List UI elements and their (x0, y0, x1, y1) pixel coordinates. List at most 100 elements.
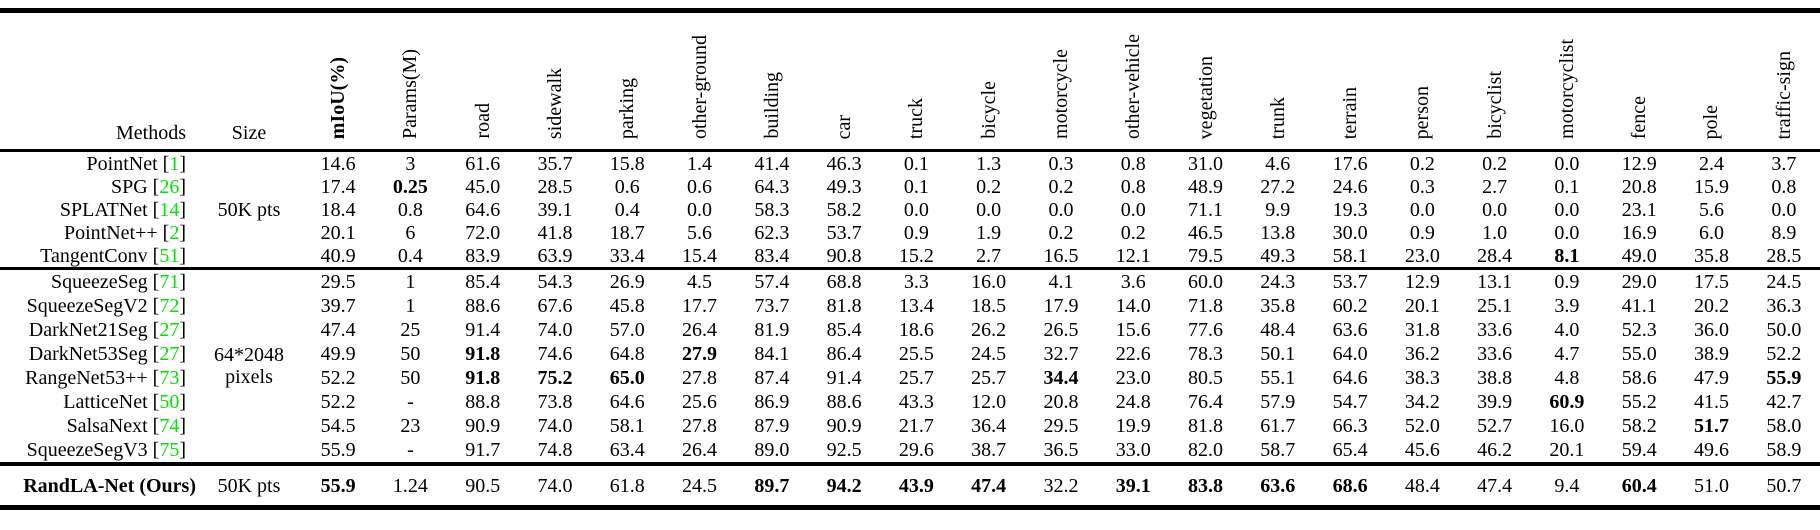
value-cell-truck: 15.2 (898, 244, 934, 267)
value-cell-other-vehicle: 3.6 (1120, 271, 1146, 293)
value-cell-truck: 13.4 (898, 295, 934, 317)
value-cell-other-vehicle: 22.6 (1115, 343, 1151, 365)
method-name: SqueezeSegV3 (26, 439, 148, 461)
rotated-header-label: pole (1700, 104, 1723, 139)
value-cell-terrain: 60.2 (1332, 295, 1368, 317)
value-cell-sidewalk: 63.9 (537, 244, 573, 267)
value-cell-pole: 6.0 (1698, 221, 1724, 244)
citation-number[interactable]: 74 (159, 415, 180, 437)
value-cell-truck: 0.0 (903, 198, 929, 221)
value-cell-traffic-sign: 52.2 (1766, 343, 1802, 365)
value-cell-car: 81.8 (826, 295, 862, 317)
citation-number[interactable]: 26 (159, 175, 180, 198)
citation-link[interactable]: [26] (147, 175, 186, 198)
citation-link[interactable]: [27] (147, 319, 186, 341)
value-cell-parking: 18.7 (609, 221, 645, 244)
value-cell-building: 89.0 (754, 439, 790, 461)
value-cell-params-m: 0.8 (397, 198, 423, 221)
citation-link[interactable]: [14] (147, 198, 186, 221)
value-cell-other-ground: 5.6 (687, 221, 713, 244)
size-cell: 50K pts (217, 198, 281, 221)
value-cell-vegetation: 80.5 (1188, 367, 1224, 389)
value-cell-miou: 14.6 (320, 152, 356, 175)
citation-number[interactable]: 27 (159, 343, 180, 365)
value-cell-bicyclist: 33.6 (1477, 343, 1513, 365)
value-cell-motorcycle: 29.5 (1043, 415, 1079, 437)
method-name: SPLATNet (59, 198, 148, 221)
citation-number[interactable]: 14 (159, 198, 180, 221)
value-cell-motorcycle: 32.2 (1043, 474, 1079, 497)
size-cell: 64*2048 pixels (214, 344, 284, 388)
value-cell-params-m: 0.4 (397, 244, 423, 267)
citation-link[interactable]: [50] (147, 391, 186, 413)
citation-link[interactable]: [2] (157, 221, 186, 244)
rotated-header-label: sidewalk (543, 67, 566, 139)
citation-number[interactable]: 72 (159, 295, 180, 317)
column-header-person: person (1386, 10, 1459, 152)
value-cell-building: 62.3 (754, 221, 790, 244)
value-cell-other-ground: 27.9 (682, 343, 718, 365)
citation-link[interactable]: [1] (157, 152, 186, 175)
column-header-vegetation: vegetation (1169, 10, 1242, 152)
value-cell-vegetation: 46.5 (1188, 221, 1224, 244)
value-cell-other-vehicle: 24.8 (1115, 391, 1151, 413)
value-cell-motorcyclist: 0.9 (1554, 271, 1580, 293)
value-cell-sidewalk: 67.6 (537, 295, 573, 317)
value-cell-vegetation: 76.4 (1188, 391, 1224, 413)
value-cell-pole: 2.4 (1698, 152, 1724, 175)
citation-link[interactable]: [71] (147, 271, 186, 293)
table-row-rangenet53: RangeNet53++ [73] 52.2 50 91.8 75.2 65.0 27.8 8… (0, 366, 1820, 390)
citation-link[interactable]: [27] (147, 343, 186, 365)
citation-number[interactable]: 75 (159, 439, 180, 461)
citation-number[interactable]: 27 (159, 319, 180, 341)
value-cell-traffic-sign: 50.0 (1766, 319, 1802, 341)
table-row-pointnet: PointNet [1] 50K pts 14.6 3 61.6 35.7 15.8 1.4 4… (0, 151, 1820, 221)
citation-number[interactable]: 71 (159, 271, 180, 293)
value-cell-sidewalk: 39.1 (537, 198, 573, 221)
method-name: RangeNet53++ (25, 367, 148, 389)
value-cell-person: 23.0 (1404, 244, 1440, 267)
value-cell-traffic-sign: 42.7 (1766, 391, 1802, 413)
citation-link[interactable]: [75] (147, 439, 186, 461)
value-cell-sidewalk: 74.6 (537, 343, 573, 365)
value-cell-params-m: 1 (405, 295, 416, 317)
value-cell-building: 84.1 (754, 343, 790, 365)
value-cell-params-m: 50 (400, 367, 421, 389)
column-header-road: road (446, 10, 519, 152)
value-cell-motorcyclist: 4.0 (1554, 319, 1580, 341)
value-cell-sidewalk: 74.0 (537, 474, 573, 497)
citation-number[interactable]: 2 (169, 221, 180, 244)
value-cell-bicyclist: 25.1 (1477, 295, 1513, 317)
citation-link[interactable]: [72] (147, 295, 186, 317)
value-cell-sidewalk: 75.2 (537, 367, 573, 389)
value-cell-other-ground: 0.6 (687, 175, 713, 198)
value-cell-fence: 58.2 (1621, 415, 1657, 437)
value-cell-other-ground: 26.4 (682, 439, 718, 461)
citation-number[interactable]: 50 (159, 391, 180, 413)
value-cell-traffic-sign: 50.7 (1766, 474, 1802, 497)
rotated-header-label: bicyclist (1483, 71, 1506, 139)
value-cell-parking: 57.0 (609, 319, 645, 341)
citation-number[interactable]: 73 (159, 367, 180, 389)
citation-link[interactable]: [73] (147, 367, 186, 389)
citation-link[interactable]: [74] (147, 415, 186, 437)
column-header-pole: pole (1675, 10, 1748, 152)
value-cell-other-vehicle: 33.0 (1115, 439, 1151, 461)
value-cell-trunk: 57.9 (1260, 391, 1296, 413)
value-cell-terrain: 64.0 (1332, 343, 1368, 365)
value-cell-car: 68.8 (826, 271, 862, 293)
table-row-latticenet: LatticeNet [50] 52.2 - 88.8 73.8 64.6 25.6 86.9… (0, 390, 1820, 414)
value-cell-motorcyclist: 4.8 (1554, 367, 1580, 389)
value-cell-fence: 55.0 (1621, 343, 1657, 365)
value-cell-vegetation: 79.5 (1188, 244, 1224, 267)
citation-number[interactable]: 51 (159, 244, 180, 267)
value-cell-other-ground: 27.8 (682, 415, 718, 437)
value-cell-miou: 29.5 (320, 271, 356, 293)
value-cell-parking: 58.1 (609, 415, 645, 437)
method-cell: SPLATNet [14] (0, 198, 196, 221)
value-cell-person: 0.2 (1409, 152, 1435, 175)
citation-number[interactable]: 1 (169, 152, 180, 175)
value-cell-bicyclist: 52.7 (1477, 415, 1513, 437)
citation-link[interactable]: [51] (147, 244, 186, 267)
rotated-header-label: Params(M) (399, 49, 422, 139)
